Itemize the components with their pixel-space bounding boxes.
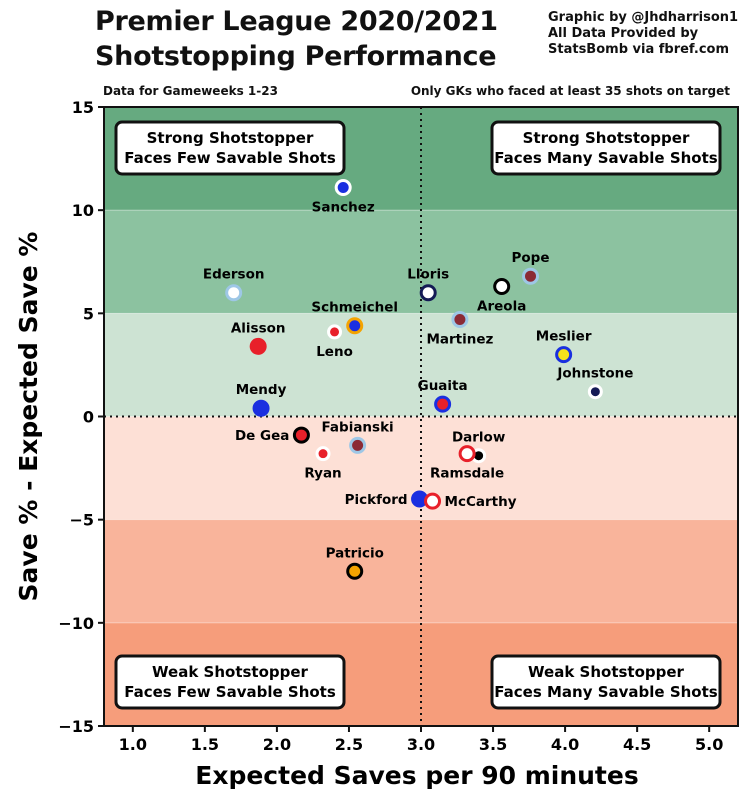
point-ederson bbox=[225, 284, 243, 302]
quadrant-label-line-1: Strong Shotstopper bbox=[147, 129, 314, 147]
point-label-ryan: Ryan bbox=[304, 466, 341, 482]
quadrant-label-line-1: Strong Shotstopper bbox=[523, 129, 690, 147]
point-meslier bbox=[555, 346, 573, 364]
point-de-gea bbox=[292, 426, 310, 444]
point-label-alisson: Alisson bbox=[231, 320, 286, 336]
x-tick-label: 3.5 bbox=[479, 735, 507, 754]
credit-line-2: All Data Provided by bbox=[548, 26, 699, 41]
quadrant-box-frame bbox=[490, 120, 722, 176]
quadrant-label-line-1: Weak Shotstopper bbox=[152, 663, 309, 681]
quadrant-label-line-1: Weak Shotstopper bbox=[528, 663, 685, 681]
point-schmeichel bbox=[346, 317, 364, 335]
point-johnstone bbox=[587, 384, 603, 400]
point-guaita bbox=[434, 395, 452, 413]
point-patricio bbox=[346, 562, 364, 580]
y-tick-label: −15 bbox=[58, 717, 94, 736]
point-label-ramsdale: Ramsdale bbox=[430, 466, 504, 482]
point-leno bbox=[327, 324, 343, 340]
x-tick-label: 4.0 bbox=[551, 735, 579, 754]
y-tick-label: 10 bbox=[72, 201, 94, 220]
point-martinez bbox=[451, 311, 469, 329]
quadrant-label-line-2: Faces Many Savable Shots bbox=[494, 683, 717, 701]
quadrant-label-line-2: Faces Few Savable Shots bbox=[124, 683, 336, 701]
point-label-de-gea: De Gea bbox=[235, 428, 289, 444]
quadrant-box-bottom-left: Weak Shotstopper Faces Few Savable Shots bbox=[114, 654, 346, 710]
y-tick-label: 15 bbox=[72, 98, 94, 117]
point-lloris bbox=[419, 284, 437, 302]
x-tick-label: 4.5 bbox=[623, 735, 651, 754]
credit-line-1: Graphic by @Jhdharrison1 bbox=[548, 10, 739, 25]
point-label-guaita: Guaita bbox=[418, 378, 468, 394]
point-label-leno: Leno bbox=[316, 344, 353, 360]
y-tick-label: 0 bbox=[83, 408, 94, 427]
point-mendy bbox=[252, 399, 270, 417]
quadrant-label-line-2: Faces Many Savable Shots bbox=[494, 149, 717, 167]
point-fabianski bbox=[349, 436, 367, 454]
quadrant-box-frame bbox=[114, 654, 346, 710]
point-label-fabianski: Fabianski bbox=[321, 419, 393, 435]
x-tick-label: 2.0 bbox=[263, 735, 291, 754]
point-label-lloris: Lloris bbox=[407, 267, 449, 283]
x-tick-label: 1.0 bbox=[119, 735, 147, 754]
quadrant-box-frame bbox=[490, 654, 722, 710]
quadrant-box-top-right: Strong Shotstopper Faces Many Savable Sho… bbox=[490, 120, 722, 176]
point-ramsdale bbox=[458, 445, 476, 463]
point-label-johnstone: Johnstone bbox=[556, 366, 633, 382]
point-label-schmeichel: Schmeichel bbox=[311, 300, 398, 316]
data-range-note: Data for Gameweeks 1-23 bbox=[103, 84, 278, 98]
point-sanchez bbox=[334, 178, 352, 196]
point-label-areola: Areola bbox=[477, 299, 526, 315]
point-label-sanchez: Sanchez bbox=[312, 199, 375, 215]
x-tick-label: 1.5 bbox=[191, 735, 219, 754]
filter-note: Only GKs who faced at least 35 shots on … bbox=[410, 84, 730, 98]
point-label-meslier: Meslier bbox=[536, 329, 592, 345]
title-line-2: Shotstopping Performance bbox=[95, 41, 497, 72]
point-label-darlow: Darlow bbox=[452, 430, 505, 446]
y-axis-label: Save % - Expected Save % bbox=[14, 232, 43, 602]
point-mccarthy bbox=[424, 492, 442, 510]
y-tick-label: −5 bbox=[69, 511, 94, 530]
y-tick-label: 5 bbox=[83, 304, 94, 323]
point-label-pope: Pope bbox=[512, 250, 550, 266]
point-alisson bbox=[249, 337, 267, 355]
point-label-mendy: Mendy bbox=[236, 382, 287, 398]
title-line-1: Premier League 2020/2021 bbox=[95, 6, 498, 37]
credit-line-3: StatsBomb via fbref.com bbox=[548, 42, 730, 57]
x-tick-label: 3.0 bbox=[407, 735, 435, 754]
point-ryan bbox=[315, 446, 331, 462]
y-tick-label: −10 bbox=[58, 614, 94, 633]
credit-block: Graphic by @Jhdharrison1 All Data Provid… bbox=[548, 10, 738, 58]
x-tick-label: 2.5 bbox=[335, 735, 363, 754]
quadrant-box-frame bbox=[114, 120, 346, 176]
quadrant-box-top-left: Strong Shotstopper Faces Few Savable Shot… bbox=[114, 120, 346, 176]
x-axis-label: Expected Saves per 90 minutes bbox=[195, 761, 638, 790]
x-tick-label: 5.0 bbox=[695, 735, 723, 754]
chart-title: Premier League 2020/2021 Shotstopping Pe… bbox=[95, 4, 498, 74]
point-pope bbox=[522, 267, 540, 285]
quadrant-label-line-2: Faces Few Savable Shots bbox=[124, 149, 336, 167]
point-label-mccarthy: McCarthy bbox=[445, 494, 517, 510]
point-label-martinez: Martinez bbox=[426, 332, 493, 348]
band-4 bbox=[104, 519, 738, 623]
point-label-ederson: Ederson bbox=[203, 267, 265, 283]
point-label-patricio: Patricio bbox=[326, 545, 384, 561]
band-1 bbox=[104, 210, 738, 314]
point-label-pickford: Pickford bbox=[345, 492, 408, 508]
point-areola bbox=[493, 278, 511, 296]
quadrant-box-bottom-right: Weak Shotstopper Faces Many Savable Shots bbox=[490, 654, 722, 710]
